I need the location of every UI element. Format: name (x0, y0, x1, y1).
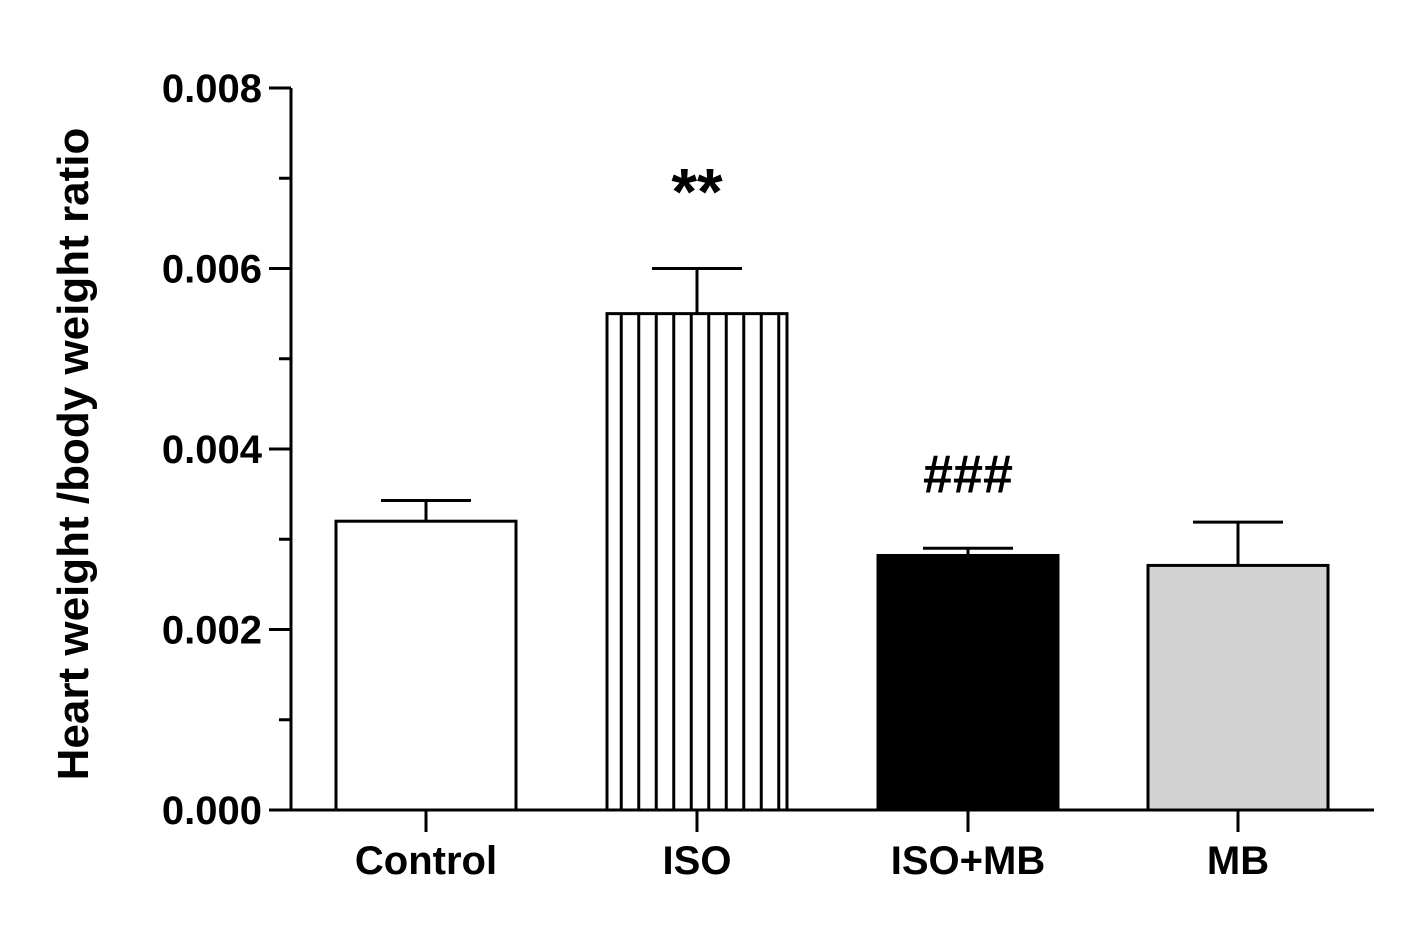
x-tick-label: MB (1207, 839, 1269, 883)
bar-control (334, 519, 518, 812)
y-tick-label: 0.002 (162, 609, 262, 653)
y-tick-label: 0.006 (162, 248, 262, 292)
bar-iso (605, 312, 789, 812)
x-tick-label: ISO+MB (891, 839, 1045, 883)
y-tick-label: 0.000 (162, 789, 262, 833)
y-ticks: 0.000 0.002 0.004 0.006 0.008 (162, 67, 291, 833)
y-axis-title: Heart weight /body weight ratio (49, 128, 98, 781)
significance-annotation: ### (923, 444, 1013, 504)
annotations: ** ### (671, 155, 1013, 505)
bar-iso-mb (876, 553, 1060, 812)
y-axis-title-group: Heart weight /body weight ratio (49, 128, 98, 781)
y-tick-label: 0.008 (162, 67, 262, 111)
bar-mb (1146, 563, 1330, 812)
x-tick-label: ISO (663, 839, 732, 883)
y-tick-label: 0.004 (162, 428, 263, 472)
x-tick-labels: Control ISO ISO+MB MB (355, 810, 1269, 883)
significance-annotation: ** (671, 155, 723, 229)
bars (334, 267, 1330, 812)
x-tick-label: Control (355, 839, 497, 883)
